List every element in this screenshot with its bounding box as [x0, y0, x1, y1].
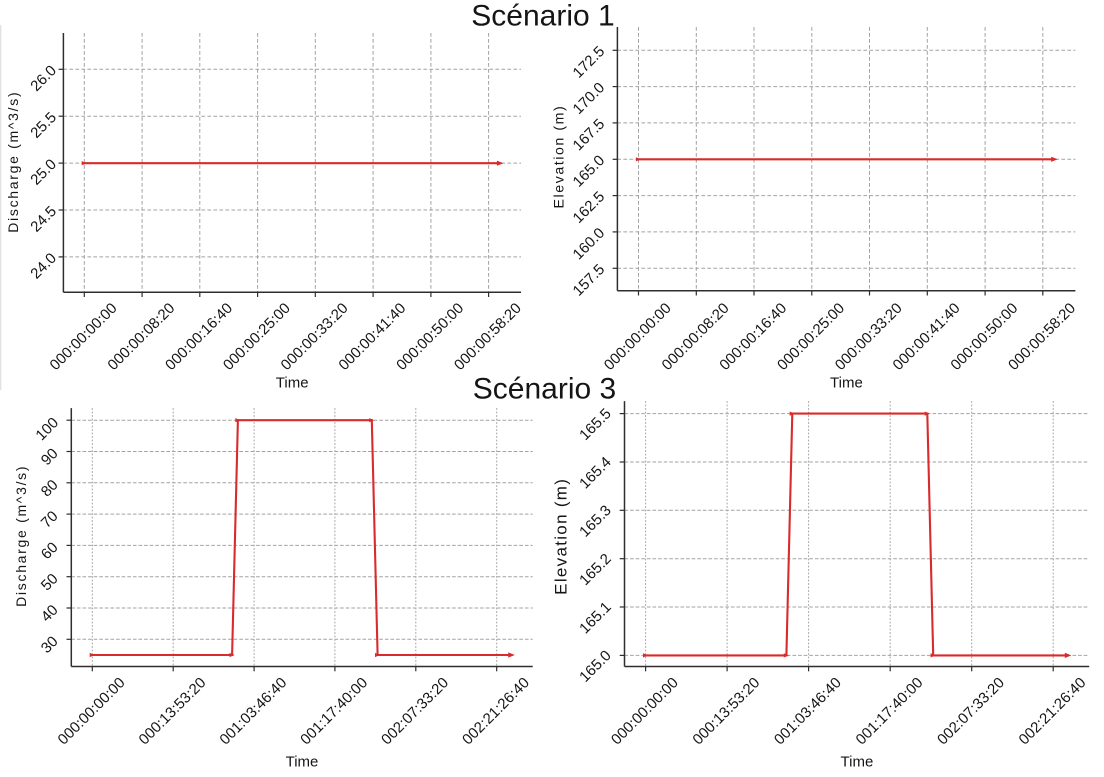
svg-text:Scénario 1: Scénario 1	[471, 0, 614, 32]
svg-text:Elevation (m): Elevation (m)	[552, 478, 571, 595]
svg-text:Time: Time	[276, 375, 309, 392]
svg-text:Time: Time	[841, 753, 874, 770]
svg-text:Time: Time	[286, 753, 319, 770]
svg-text:Scénario 3: Scénario 3	[473, 373, 616, 406]
svg-text:Discharge (m^3/s): Discharge (m^3/s)	[13, 465, 29, 607]
svg-text:Discharge (m^3/s): Discharge (m^3/s)	[5, 91, 21, 233]
svg-text:Elevation (m): Elevation (m)	[552, 105, 568, 209]
svg-text:Time: Time	[830, 375, 863, 392]
